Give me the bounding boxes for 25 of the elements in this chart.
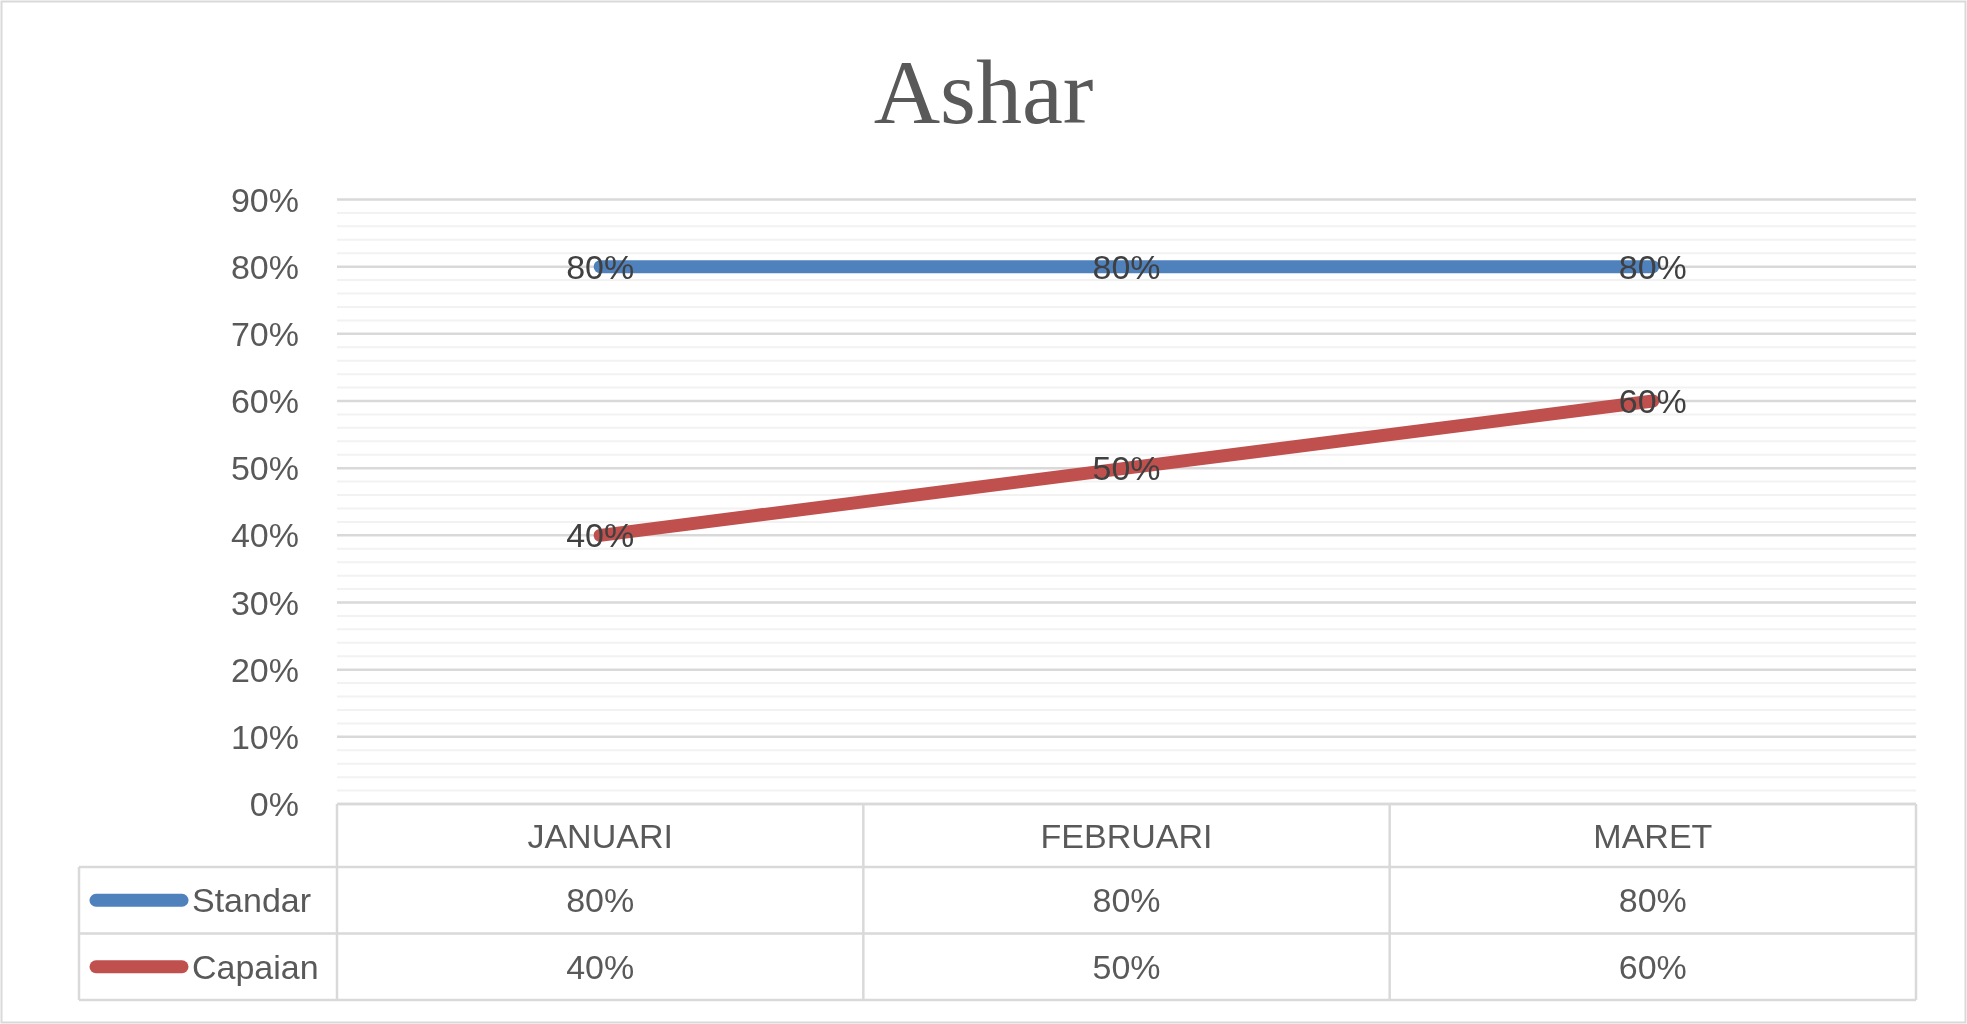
x-tick-label: FEBRUARI [1040, 816, 1213, 855]
text: 80% [1618, 247, 1687, 286]
text: 80% [566, 247, 635, 286]
y-tick-label: 30% [230, 583, 299, 622]
x-tick-label: JANUARI [527, 816, 673, 855]
y-tick-label: 0% [249, 785, 299, 823]
y-tick-label: 10% [230, 717, 299, 756]
y-tick-label: 90% [230, 180, 299, 219]
y-tick-label: 50% [230, 449, 299, 488]
x-tick-label: MARET [1593, 816, 1713, 855]
chart-title: Ashar [873, 41, 1094, 143]
y-tick-label: 20% [230, 650, 299, 689]
text: 40% [566, 516, 635, 555]
y-tick-label: 70% [230, 314, 299, 353]
data-label: 60% [1618, 947, 1687, 986]
data-label: 50% [1092, 947, 1161, 986]
legend-label: Standar [192, 881, 312, 920]
y-tick-label: 80% [230, 247, 299, 286]
y-tick-label: 40% [230, 516, 299, 555]
y-tick-label: 60% [230, 382, 299, 420]
data-label: 80% [1092, 881, 1161, 920]
data-label: 40% [566, 947, 635, 986]
data-label: 80% [1618, 881, 1687, 920]
data-label: 80% [566, 881, 635, 920]
legend-label: Capaian [192, 947, 319, 986]
